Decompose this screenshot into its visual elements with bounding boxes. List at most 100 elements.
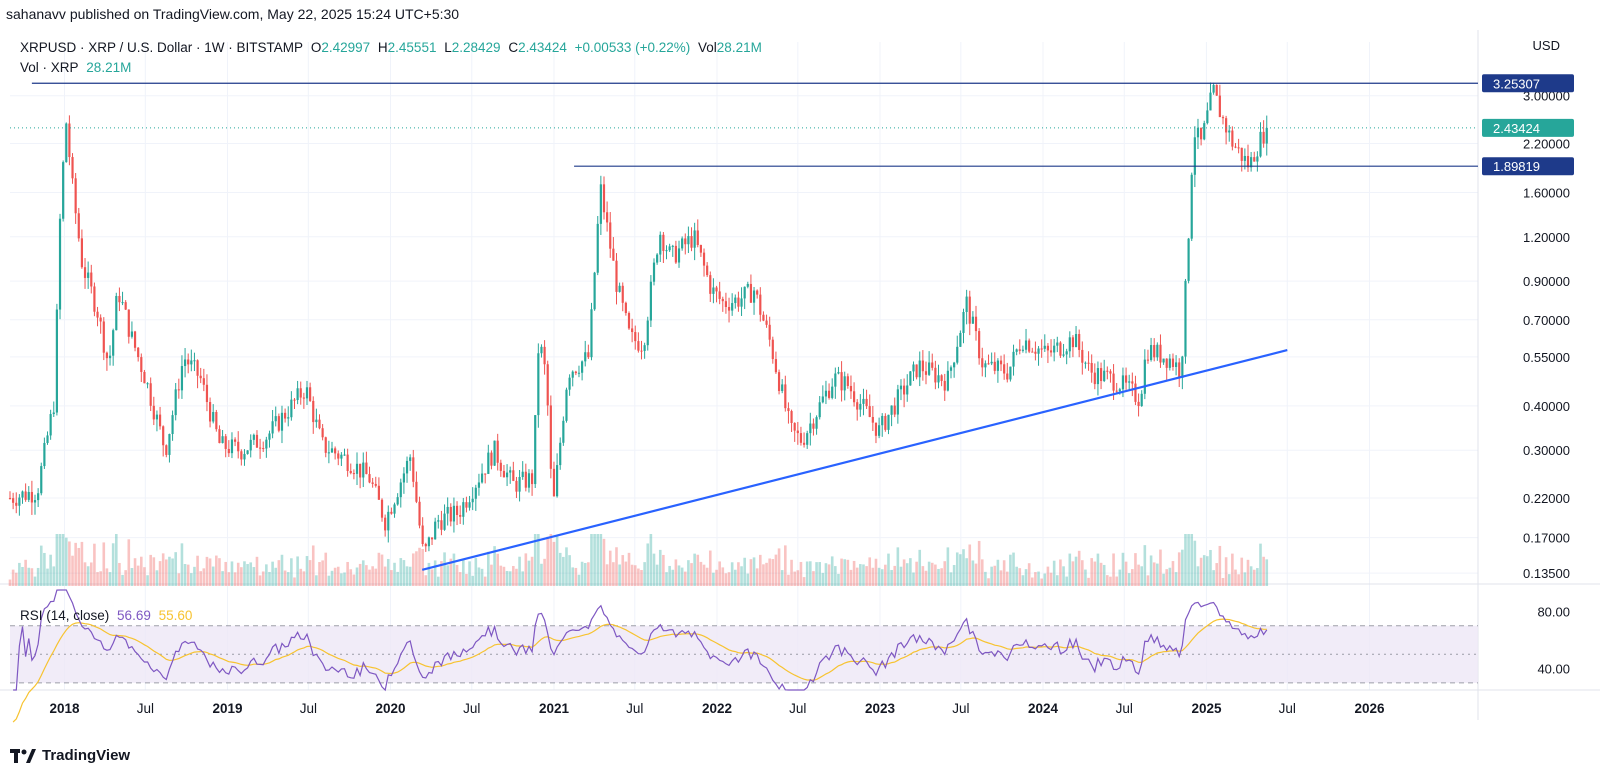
candle-body — [1034, 351, 1037, 354]
volume-bar — [127, 539, 131, 586]
candle-body — [52, 412, 55, 415]
volume-bar — [899, 566, 903, 586]
volume-bar — [390, 570, 393, 586]
volume-bar — [399, 558, 403, 586]
volume-bar — [1262, 556, 1265, 586]
candle-body — [940, 375, 943, 381]
volume-bar — [1096, 553, 1100, 586]
candle-body — [871, 416, 874, 423]
volume-bar — [537, 534, 540, 586]
candle-body — [1121, 375, 1125, 390]
candle-body — [321, 428, 324, 438]
volume-bar — [1093, 561, 1097, 586]
candle-body — [712, 287, 715, 294]
candle-body — [943, 380, 946, 391]
candle-body — [365, 462, 368, 475]
candle-body — [412, 457, 415, 482]
candle-body — [1115, 390, 1118, 392]
candle-body — [831, 386, 834, 398]
candle-body — [1074, 334, 1078, 348]
time-tick-label: 2024 — [1028, 701, 1059, 716]
volume-bar — [790, 559, 793, 586]
price-tick-label: 0.22000 — [1523, 491, 1570, 506]
candle-body — [46, 435, 49, 443]
price-badge — [1482, 157, 1574, 176]
volume-bar — [18, 562, 21, 586]
candle-body — [721, 298, 724, 302]
volume-bar — [865, 566, 868, 586]
volume-bar — [508, 571, 512, 586]
candle-body — [1200, 127, 1203, 140]
candle-body — [305, 387, 309, 399]
volume-bar — [1224, 557, 1228, 586]
candle-body — [1093, 372, 1096, 385]
volume-bar — [39, 545, 43, 586]
volume-bar — [258, 575, 262, 586]
candle-body — [65, 123, 68, 163]
tradingview-brand: TradingView — [42, 747, 131, 764]
candle-body — [1081, 349, 1084, 363]
volume-pane-label[interactable]: Vol · XRP — [20, 60, 79, 75]
candle-body — [83, 267, 87, 278]
candle-body — [509, 470, 512, 473]
candle-body — [762, 314, 765, 321]
volume-bar — [477, 567, 481, 586]
symbol-label[interactable]: XRPUSD · XRP / U.S. Dollar · 1W · BITSTA… — [20, 40, 304, 55]
volume-bar — [1118, 569, 1122, 586]
currency-label[interactable]: USD — [1533, 38, 1560, 53]
candle-body — [452, 505, 456, 522]
volume-bar — [593, 534, 596, 586]
candle-body — [687, 236, 690, 245]
tradingview-logo[interactable]: TradingView — [10, 747, 130, 764]
volume-bar — [246, 564, 249, 586]
candle-body — [1215, 85, 1218, 96]
candle-body — [924, 371, 928, 375]
candle-body — [224, 436, 227, 449]
candle-body — [962, 312, 965, 333]
candle-body — [1040, 348, 1043, 350]
close-value: 2.43424 — [518, 40, 567, 55]
chart-canvas[interactable]: 3.00000 2.20000 1.60000 1.20000 0.90000 0.700… — [0, 30, 1600, 735]
candle-body — [230, 439, 234, 454]
candle-body — [624, 302, 627, 314]
volume-bar — [52, 566, 56, 586]
volume-bar — [843, 559, 847, 586]
candle-body — [487, 452, 490, 474]
volume-bar — [840, 558, 843, 586]
volume-bar — [655, 564, 659, 586]
volume-bar — [512, 565, 515, 586]
volume-bar — [118, 562, 121, 586]
volume-bar — [612, 562, 615, 586]
candle-body — [546, 364, 549, 406]
volume-bar — [299, 568, 303, 586]
candle-body — [468, 502, 471, 508]
volume-bar — [827, 564, 831, 586]
volume-bar — [452, 553, 456, 586]
volume-bar — [480, 568, 484, 586]
candle-body — [1018, 349, 1021, 351]
volume-bar — [568, 555, 571, 586]
time-tick-label: 2018 — [49, 701, 80, 716]
candle-body — [377, 485, 380, 500]
volume-bar — [446, 565, 449, 586]
candle-body — [1109, 371, 1112, 374]
volume-bar — [386, 558, 390, 586]
candle-body — [621, 285, 624, 303]
candle-body — [709, 275, 712, 294]
time-tick-label: Jul — [137, 701, 154, 716]
candle-body — [1218, 95, 1221, 118]
volume-bar — [880, 569, 884, 586]
candle-body — [130, 331, 134, 337]
candle-body — [505, 472, 509, 478]
candle-body — [671, 245, 674, 247]
trend-line[interactable] — [421, 348, 1288, 571]
candle-body — [227, 448, 230, 454]
candle-body — [108, 355, 112, 359]
candle-body — [15, 502, 18, 506]
candle-body — [909, 371, 912, 386]
volume-bar — [1237, 574, 1240, 586]
volume-bar — [702, 564, 706, 586]
candle-body — [862, 398, 865, 404]
rsi-label[interactable]: RSI (14, close) — [20, 608, 110, 623]
volume-bar — [236, 562, 240, 586]
